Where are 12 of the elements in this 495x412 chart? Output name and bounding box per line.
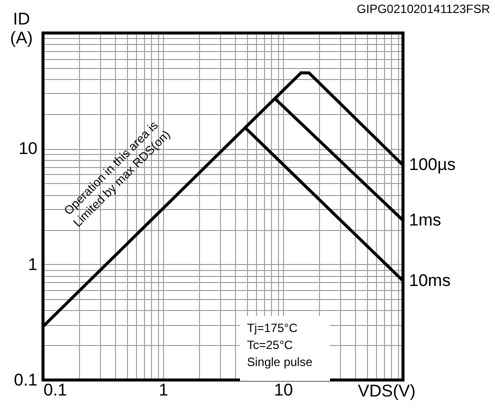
x-tick-label: 0.1 <box>44 380 68 400</box>
y-axis-title: ID (A) <box>10 10 33 48</box>
series-label: 100µs <box>409 155 456 174</box>
x-axis-title: VDS(V) <box>358 382 416 400</box>
annotation: Tj=175°C Tc=25°C Single pulse <box>247 321 313 369</box>
x-tick-label: 10 <box>274 380 293 400</box>
series-label: 1ms <box>409 210 442 230</box>
x-tick-label: 1 <box>158 380 168 400</box>
series-label: 10ms <box>409 270 451 290</box>
text: GIPG021020141123FSR <box>356 2 490 16</box>
y-tick-label: 1 <box>28 254 38 274</box>
y-tick-label: 10 <box>18 139 38 158</box>
